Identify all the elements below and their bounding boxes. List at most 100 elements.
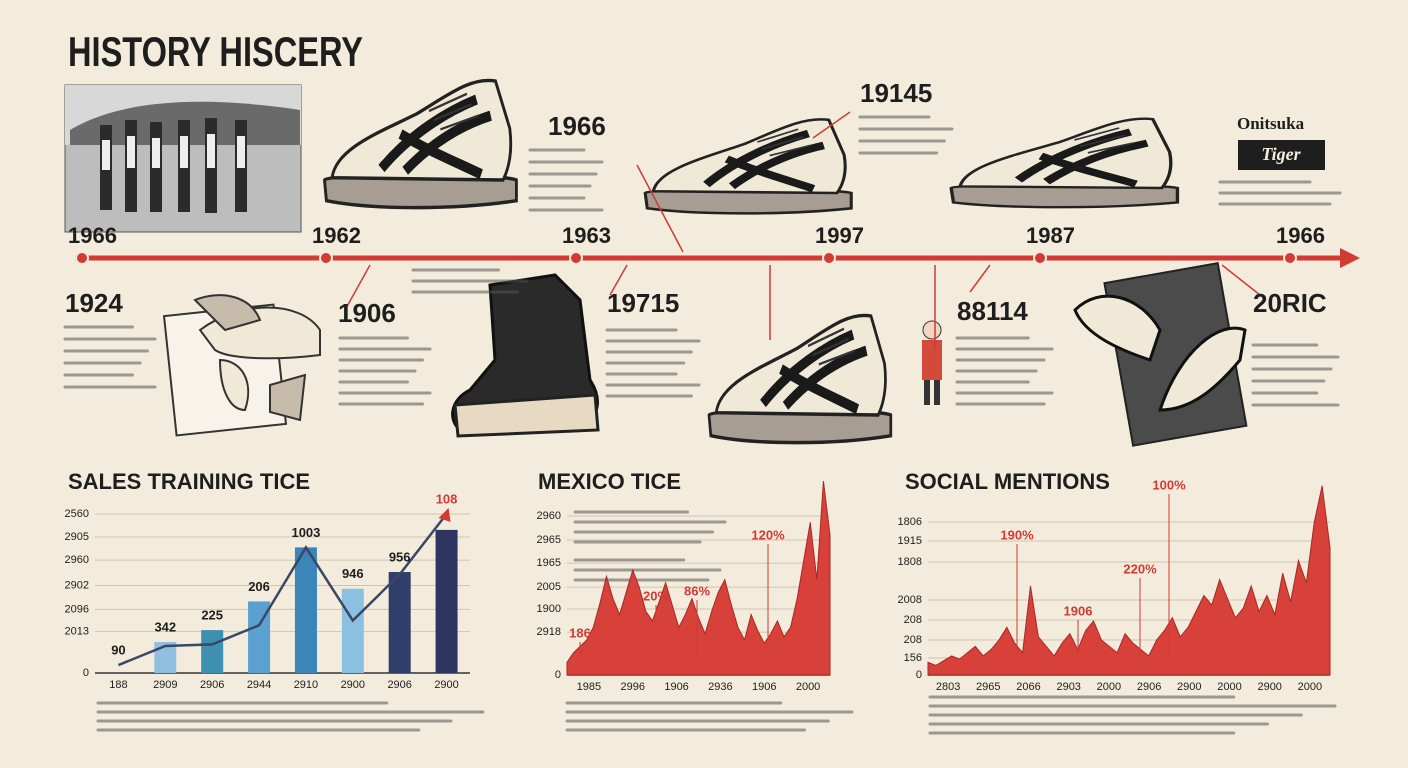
- data-annotation: 190%: [1000, 527, 1034, 542]
- x-tick-label: 1906: [752, 681, 776, 693]
- event-year: 20RIC: [1253, 288, 1327, 318]
- x-tick-label: 188: [109, 679, 127, 691]
- data-annotation: 86%: [684, 583, 710, 598]
- timeline-year: 1966: [1276, 223, 1325, 248]
- chart-title: SOCIAL MENTIONS: [905, 469, 1110, 494]
- x-tick-label: 2900: [1177, 681, 1201, 693]
- y-tick-label: 2918: [537, 626, 561, 638]
- data-annotation: 206: [248, 579, 270, 594]
- x-tick-label: 2910: [294, 679, 318, 691]
- bar: [341, 588, 364, 673]
- bar: [201, 630, 224, 673]
- y-tick-label: 208: [904, 614, 922, 626]
- x-tick-label: 2996: [621, 681, 645, 693]
- x-tick-label: 2944: [247, 679, 271, 691]
- x-tick-label: 1985: [577, 681, 601, 693]
- timeline-dot: [319, 251, 333, 265]
- line-series: [117, 513, 448, 667]
- bar: [154, 641, 177, 673]
- x-tick-label: 2906: [387, 679, 411, 691]
- event-year: 19145: [860, 78, 932, 108]
- y-tick-label: 0: [83, 667, 89, 679]
- y-tick-label: 1915: [898, 535, 922, 547]
- x-tick-label: 2900: [341, 679, 365, 691]
- y-tick-label: 2013: [65, 626, 89, 638]
- event-year: 1906: [338, 298, 396, 328]
- bar: [294, 547, 317, 673]
- y-tick-label: 2902: [65, 579, 89, 591]
- timeline-year: 1963: [562, 223, 611, 248]
- chart-title: SALES TRAINING TICE: [68, 469, 310, 494]
- x-tick-label: 2900: [434, 679, 458, 691]
- timeline-dot: [569, 251, 583, 265]
- x-tick-label: 2906: [1137, 681, 1161, 693]
- y-tick-label: 1806: [898, 516, 922, 528]
- data-annotation: 1906: [1064, 603, 1093, 618]
- brand-badge-text: Tiger: [1261, 144, 1301, 164]
- y-tick-label: 2096: [65, 603, 89, 615]
- x-tick-label: 2906: [200, 679, 224, 691]
- y-tick-label: 0: [555, 669, 561, 681]
- y-tick-label: 1965: [537, 557, 561, 569]
- timeline-year: 1987: [1026, 223, 1075, 248]
- bar: [435, 529, 458, 673]
- y-tick-label: 2008: [898, 594, 922, 606]
- y-tick-label: 2560: [65, 508, 89, 520]
- data-annotation: 225: [201, 608, 223, 623]
- y-tick-label: 2965: [537, 534, 561, 546]
- event-year: 1924: [65, 288, 123, 318]
- event-year: 1966: [548, 111, 606, 141]
- x-tick-label: 2000: [1217, 681, 1241, 693]
- data-annotation: 220%: [1123, 561, 1157, 576]
- data-annotation: 186: [569, 625, 591, 640]
- x-tick-label: 2803: [936, 681, 960, 693]
- shoe-illustrations: [162, 80, 1248, 445]
- timeline-dot: [1033, 251, 1047, 265]
- data-annotation: 108: [436, 491, 458, 506]
- y-tick-label: 208: [904, 634, 922, 646]
- text-blocks: [63, 115, 1342, 735]
- y-tick-label: 2960: [65, 554, 89, 566]
- x-tick-label: 1906: [664, 681, 688, 693]
- page-title: HISTORY HISCERY: [68, 28, 363, 75]
- area-series: [927, 485, 1331, 676]
- y-tick-label: 1808: [898, 556, 922, 568]
- timeline: [75, 111, 1360, 350]
- x-tick-label: 2000: [1097, 681, 1121, 693]
- area-series: [566, 480, 831, 676]
- x-tick-label: 2000: [1298, 681, 1322, 693]
- data-annotation: 1003: [291, 525, 320, 540]
- x-tick-label: 2066: [1016, 681, 1040, 693]
- x-tick-label: 2903: [1056, 681, 1080, 693]
- timeline-year: 1966: [68, 223, 117, 248]
- photo: [64, 84, 302, 233]
- y-tick-label: 2905: [65, 531, 89, 543]
- brand-badge: [1238, 140, 1325, 170]
- bar: [248, 601, 271, 673]
- x-tick-label: 2965: [976, 681, 1000, 693]
- data-annotation: 946: [342, 566, 364, 581]
- data-annotation: 120%: [751, 527, 785, 542]
- event-year: 19715: [607, 288, 679, 318]
- brand-name: Onitsuka: [1237, 114, 1305, 133]
- x-tick-label: 2909: [153, 679, 177, 691]
- chart-title: MEXICO TICE: [538, 469, 681, 494]
- event-year: 88114: [957, 296, 1028, 326]
- x-tick-label: 2936: [708, 681, 732, 693]
- bar: [388, 572, 411, 673]
- data-annotation: 956: [389, 549, 411, 564]
- timeline-year: 1997: [815, 223, 864, 248]
- data-annotation: 342: [154, 619, 176, 634]
- y-tick-label: 2960: [537, 510, 561, 522]
- y-tick-label: 156: [904, 652, 922, 664]
- y-tick-label: 2005: [537, 581, 561, 593]
- x-tick-label: 2000: [796, 681, 820, 693]
- y-tick-label: 1900: [537, 603, 561, 615]
- y-tick-label: 0: [916, 669, 922, 681]
- data-annotation: 90: [111, 642, 125, 657]
- timeline-dot: [1283, 251, 1297, 265]
- arrow-head: [438, 508, 451, 522]
- timeline-dot: [75, 251, 89, 265]
- data-annotation: 100%: [1152, 477, 1186, 492]
